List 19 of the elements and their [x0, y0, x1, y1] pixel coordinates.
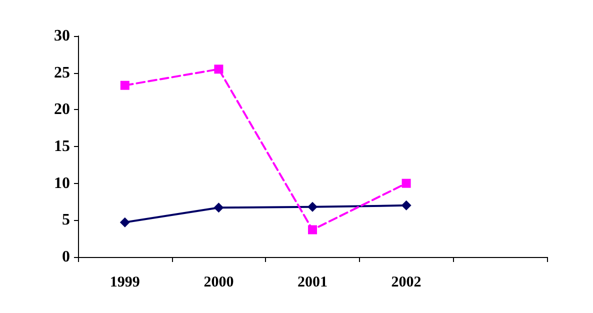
point — [402, 178, 411, 188]
point — [214, 64, 224, 74]
y-tick-label: 0 — [62, 248, 70, 266]
point — [401, 200, 412, 210]
x-tick-label: 2002 — [391, 274, 422, 290]
x-tick-label: 2001 — [298, 274, 328, 290]
y-tick-label: 30 — [54, 28, 70, 44]
point — [120, 217, 130, 228]
x-tick-label: 1999 — [110, 274, 140, 290]
y-tick-label: 20 — [54, 101, 70, 118]
point — [308, 225, 317, 234]
y-tick-label: 15 — [54, 138, 70, 155]
y-tick-label: 10 — [54, 174, 70, 192]
point — [120, 80, 130, 90]
y-tick-label: 5 — [62, 212, 70, 229]
point — [214, 202, 224, 213]
y-tick-label: 25 — [54, 64, 70, 82]
x-tick-label: 2000 — [204, 274, 234, 290]
point — [308, 202, 318, 212]
